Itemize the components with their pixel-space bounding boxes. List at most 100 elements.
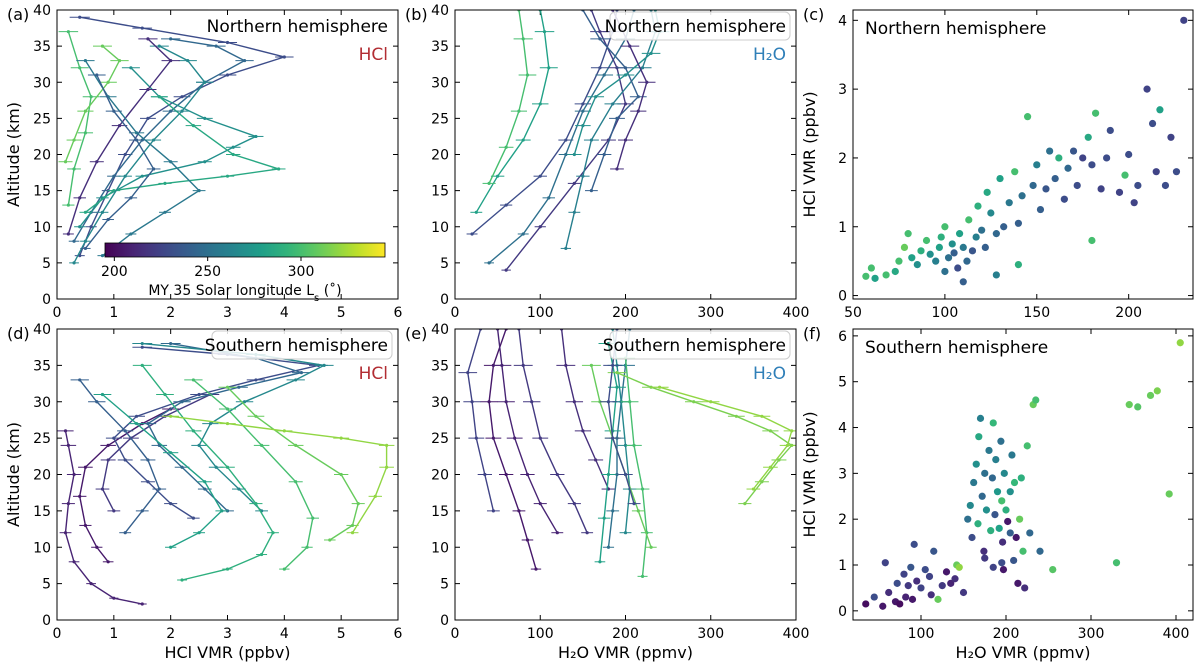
y-tick-label: 20: [431, 468, 449, 484]
profile-point: [112, 174, 116, 178]
profile-point: [542, 30, 547, 34]
profile-point: [585, 531, 589, 535]
scatter-point: [941, 223, 949, 231]
scatter-point: [976, 414, 985, 422]
profile-point: [66, 30, 70, 34]
y-tick-label: 0: [42, 613, 51, 629]
x-tick-label: 400: [783, 626, 810, 642]
profile-point: [140, 345, 144, 349]
x-tick-label: 100: [932, 305, 959, 321]
profile-point: [106, 560, 110, 564]
scatter-point: [947, 579, 955, 587]
scatter-point: [1014, 219, 1023, 227]
scatter-point: [959, 278, 967, 286]
profile-point: [581, 429, 585, 433]
profile-point: [106, 80, 110, 84]
y-tick-label: 20: [33, 468, 51, 484]
x-tick-label: 300: [697, 626, 724, 642]
scatter-point: [862, 600, 870, 608]
scatter-point: [951, 575, 959, 583]
profile-point: [169, 341, 173, 346]
scatter-point: [1134, 181, 1142, 190]
profile-point: [555, 472, 559, 477]
scatter-point: [950, 249, 958, 257]
x-tick-label: 200: [993, 626, 1020, 642]
scatter-point: [963, 257, 971, 265]
profile-point: [95, 400, 99, 404]
scatter-point: [870, 593, 878, 601]
profile-point: [203, 80, 207, 84]
profile-line: [624, 358, 648, 577]
profile-line: [64, 430, 143, 605]
scatter-point: [1153, 387, 1161, 395]
panel-d: 0 1 2 3 4 5 6 0 5 10 15 20 25 30 35 40(d) Southern hemis…: [4, 322, 403, 662]
y-tick-label: 30: [33, 75, 51, 91]
plot-area: [57, 341, 395, 606]
profile-point: [78, 494, 82, 498]
scatter-point: [1019, 547, 1027, 555]
profile-point: [169, 109, 173, 113]
scatter-point: [1012, 533, 1020, 542]
profile-point: [356, 502, 360, 506]
profile-point: [777, 458, 781, 462]
panel-letter: (a): [7, 5, 29, 24]
y-tick-label: 35: [431, 39, 449, 55]
profile-point: [611, 102, 615, 106]
scatter-point: [882, 271, 890, 279]
profile-point: [572, 210, 576, 214]
profile-point: [504, 400, 508, 404]
y-tick-label: 0: [838, 604, 847, 620]
y-tick-label: 40: [33, 322, 51, 338]
profile-point: [78, 225, 82, 229]
profile-point: [487, 181, 491, 185]
x-tick-label: 100: [527, 626, 554, 642]
scatter-point: [1014, 579, 1022, 587]
profile-line: [73, 45, 206, 264]
scatter-point: [1051, 174, 1059, 183]
profile-point: [611, 363, 615, 367]
profile-point: [322, 363, 326, 367]
profile-point: [483, 472, 487, 477]
x-tick-label: 100: [527, 305, 554, 321]
profile-point: [146, 458, 150, 462]
profile-point: [564, 152, 568, 157]
profile-point: [95, 545, 99, 549]
y-tick-label: 30: [431, 395, 449, 411]
plot-area: [862, 16, 1188, 286]
profile-point: [169, 545, 173, 549]
profile-point: [157, 44, 161, 48]
title-box: [211, 330, 393, 360]
profile-point: [152, 167, 156, 171]
profile-point: [572, 400, 576, 404]
scatter-point: [1084, 133, 1092, 141]
profile-point: [180, 109, 184, 113]
profile-point: [640, 66, 645, 70]
plot-frame: [56, 9, 399, 300]
profile-point: [640, 574, 645, 578]
profile-point: [242, 400, 247, 404]
profile-point: [564, 246, 568, 251]
profile-point: [254, 378, 258, 382]
y-tick-label: 6: [838, 329, 847, 345]
scatter-point: [934, 595, 942, 603]
scatter-point: [1130, 199, 1138, 207]
scatter-point: [978, 226, 986, 234]
profile-point: [191, 516, 195, 520]
scatter-point: [985, 446, 993, 455]
panel-letter: (e): [405, 324, 427, 343]
colorbar-tick-label: 300: [288, 264, 315, 280]
profile-point: [623, 443, 628, 447]
profile-point: [157, 487, 161, 491]
x-tick-label: 0: [53, 305, 62, 321]
x-tick-label: 0: [53, 626, 62, 642]
profile-point: [538, 502, 542, 506]
scatter-point: [1002, 506, 1010, 514]
scatter-point: [1146, 391, 1155, 400]
scatter-point: [904, 582, 912, 590]
scatter-point: [1097, 185, 1105, 193]
profile-point: [140, 341, 144, 346]
plot-area: [458, 329, 796, 578]
profile-point: [470, 400, 474, 404]
profile-point: [95, 160, 99, 164]
